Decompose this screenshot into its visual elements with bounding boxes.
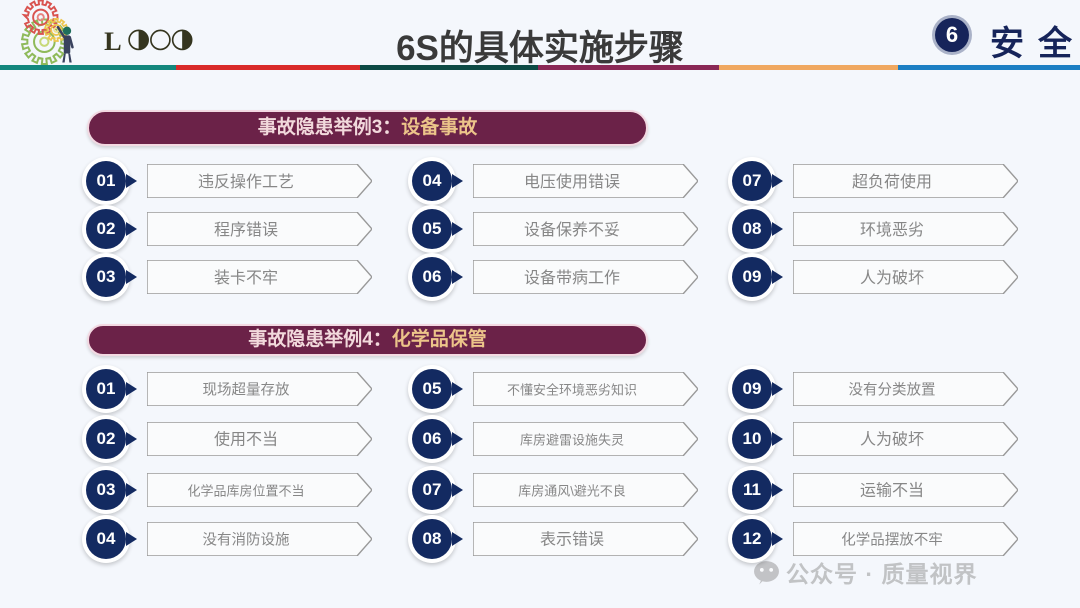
svg-text:不懂安全环境恶劣知识: 不懂安全环境恶劣知识 xyxy=(507,383,637,398)
svg-text:库房避雷设施失灵: 库房避雷设施失灵 xyxy=(520,433,624,448)
svg-text:超负荷使用: 超负荷使用 xyxy=(852,173,932,191)
svg-text:设备保养不妥: 设备保养不妥 xyxy=(524,221,620,239)
svg-text:程序错误: 程序错误 xyxy=(214,221,278,239)
svg-text:化学品库房位置不当: 化学品库房位置不当 xyxy=(187,484,304,499)
svg-text:表示错误: 表示错误 xyxy=(540,531,604,549)
svg-text:环境恶劣: 环境恶劣 xyxy=(860,220,924,239)
svg-text:没有消防设施: 没有消防设施 xyxy=(203,532,290,549)
svg-text:设备带病工作: 设备带病工作 xyxy=(524,269,620,287)
svg-text:库房通风\避光不良: 库房通风\避光不良 xyxy=(518,484,626,499)
svg-text:运输不当: 运输不当 xyxy=(860,482,924,500)
svg-text:没有分类放置: 没有分类放置 xyxy=(849,382,936,399)
svg-text:现场超量存放: 现场超量存放 xyxy=(203,382,290,399)
svg-text:人为破坏: 人为破坏 xyxy=(860,269,924,287)
svg-text:使用不当: 使用不当 xyxy=(214,431,278,449)
svg-text:化学品摆放不牢: 化学品摆放不牢 xyxy=(841,532,943,549)
svg-text:人为破坏: 人为破坏 xyxy=(860,431,924,449)
svg-text:装卡不牢: 装卡不牢 xyxy=(214,269,278,287)
svg-text:违反操作工艺: 违反操作工艺 xyxy=(198,173,294,191)
svg-text:电压使用错误: 电压使用错误 xyxy=(524,173,620,191)
